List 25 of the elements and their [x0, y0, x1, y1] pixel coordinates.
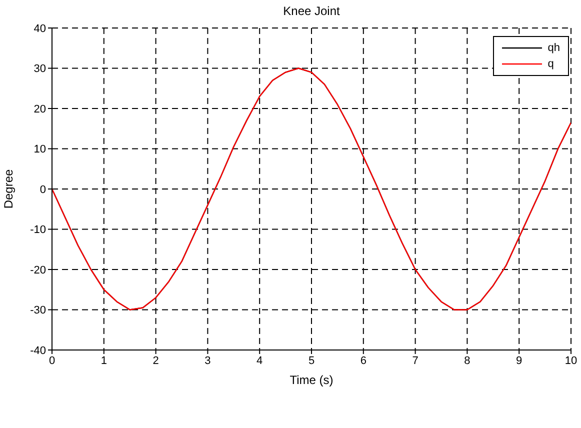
x-tick-label: 6: [360, 354, 366, 367]
y-tick-label: 40: [34, 22, 46, 35]
legend-label: qh: [548, 42, 560, 54]
x-tick-label: 0: [48, 354, 56, 367]
x-tick-label: 2: [152, 354, 159, 367]
y-tick-label: 0: [40, 184, 46, 196]
x-tick-label: 4: [256, 354, 263, 367]
x-tick-label: 9: [516, 354, 522, 367]
x-axis-title: Time (s): [290, 373, 334, 387]
y-axis-title: Degree: [1, 168, 16, 209]
y-tick-label: 20: [34, 103, 46, 116]
legend-label: q: [548, 58, 554, 70]
y-tick-label: -40: [30, 344, 46, 357]
x-tick-label: 8: [464, 354, 470, 367]
x-tick-label: 3: [204, 354, 211, 367]
chart-title: Knee Joint: [282, 4, 341, 18]
y-tick-label: 30: [34, 63, 46, 76]
x-tick-label: 10: [564, 354, 578, 367]
y-tick-label: -10: [30, 224, 46, 236]
y-tick-label: -20: [30, 264, 46, 276]
x-tick-label: 1: [100, 354, 107, 367]
x-tick-label: 7: [412, 354, 418, 367]
y-tick-label: -30: [30, 304, 46, 317]
y-tick-label: 10: [34, 144, 46, 156]
x-tick-label: 5: [308, 354, 315, 367]
